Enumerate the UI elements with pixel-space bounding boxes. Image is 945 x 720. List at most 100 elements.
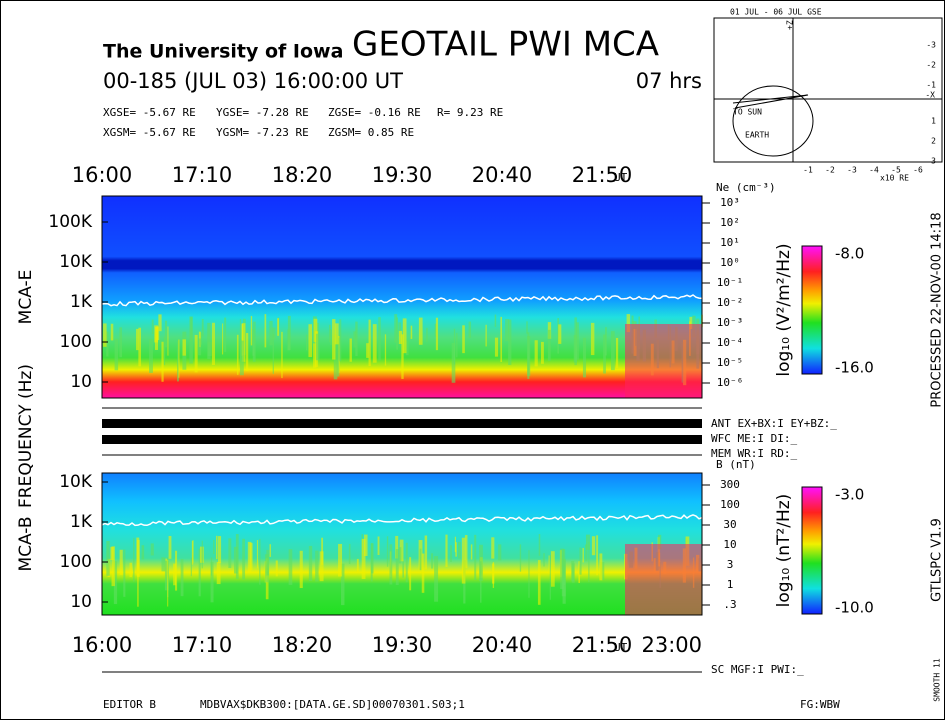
spectrogram-streak — [574, 317, 577, 366]
freq-tick-label: 10 — [70, 372, 92, 392]
spectrogram-streak — [348, 543, 351, 565]
time-end: 23:00 — [641, 633, 702, 657]
spectrogram-streak — [579, 547, 582, 575]
spectrogram-streak — [175, 550, 178, 591]
date: 00-185 (JUL 03) 16:00:00 UT — [103, 69, 403, 93]
spectrogram-streak — [228, 538, 232, 568]
coordinate: YGSE= -7.28 RE — [216, 106, 309, 119]
spectrogram-streak — [526, 321, 528, 334]
smooth: SMOOTH 11 — [933, 658, 942, 702]
spectrogram-streak — [435, 317, 439, 351]
right-tick-label: 300 — [720, 478, 740, 491]
spectrogram-streak — [450, 545, 452, 562]
spectrogram-streak — [252, 321, 256, 362]
spectrogram-streak — [558, 324, 562, 344]
spectrogram-streak — [421, 553, 425, 593]
right-tick-label: 100 — [720, 498, 740, 511]
coordinate: ZGSM= 0.85 RE — [328, 126, 414, 139]
colorbar-label: log₁₀ (nT²/Hz) — [774, 494, 794, 608]
spectrogram-streak — [272, 327, 276, 340]
spectrogram-streak — [626, 314, 631, 333]
right-tick-label: 10⁻⁶ — [717, 376, 744, 389]
orbit-x-tick: -1 — [803, 166, 813, 175]
spectrogram-streak — [110, 546, 114, 561]
spectrogram-streak — [269, 320, 273, 346]
spectrogram-streak — [151, 319, 154, 335]
density-trace — [101, 294, 703, 307]
spectrogram-streak — [498, 544, 502, 561]
spectrogram-streak — [349, 338, 352, 362]
spectrogram-streak — [401, 334, 404, 379]
spectrogram-streak — [198, 548, 201, 597]
spectrogram-streak — [409, 557, 412, 591]
spectrogram-streak — [582, 547, 584, 563]
spectrogram-streak — [180, 559, 184, 597]
spectrogram-streak — [527, 336, 531, 376]
orbit-unit: x10 RE — [880, 174, 909, 183]
spectrogram-streak — [264, 314, 267, 348]
orbit-title: 01 JUL - 06 JUL GSE — [730, 8, 822, 17]
panel-frame — [101, 472, 703, 616]
spectrogram-streak — [355, 321, 358, 357]
spectrogram-streak — [313, 318, 318, 343]
colorbar-max: -8.0 — [835, 245, 864, 263]
spectrogram-streak — [600, 562, 605, 581]
spectrogram-streak — [110, 323, 114, 341]
spectrogram-streak — [236, 334, 239, 375]
status-bar — [102, 419, 702, 428]
spectrogram-streak — [299, 550, 303, 589]
spectrogram-streak — [246, 333, 249, 372]
spectrogram-streak — [190, 557, 192, 577]
time-label: 17:10 — [172, 163, 233, 187]
spectrogram-streak — [336, 337, 340, 377]
spectrogram-streak — [537, 560, 541, 605]
spectrogram-streak — [123, 549, 126, 597]
spectrogram-streak — [207, 322, 211, 360]
spectrogram-streak — [456, 332, 458, 358]
spectrogram-streak — [547, 329, 551, 361]
spectrogram-streak — [111, 546, 115, 587]
freq-tick-label: 100 — [60, 332, 92, 352]
spectrogram-streak — [462, 325, 465, 354]
orbit-x-tick: -3 — [847, 166, 857, 175]
spectrogram-streak — [576, 322, 579, 360]
version: GTLSPC V1.9 — [930, 518, 945, 602]
spectrogram-streak — [249, 542, 253, 570]
orbit-y-tick: -3 — [926, 41, 936, 50]
spectrogram-streak — [434, 556, 439, 602]
spectrogram-streak — [222, 323, 224, 355]
spectrogram-streak — [177, 340, 179, 382]
spectrogram-streak — [519, 544, 522, 572]
spectrogram-streak — [201, 319, 204, 337]
spectrogram-streak — [605, 327, 607, 356]
coordinate: R= 9.23 RE — [437, 106, 503, 119]
spectrogram-streak — [287, 315, 291, 351]
spectrogram-streak — [173, 563, 177, 586]
orbit-x-tick: -2 — [825, 166, 835, 175]
spectrogram-streak — [308, 324, 313, 358]
orbit-sun: TO SUN — [733, 108, 762, 117]
orbit-x-tick: -5 — [891, 166, 901, 175]
spectrogram-streak — [377, 536, 380, 555]
time-label: 18:20 — [272, 163, 333, 187]
colorbar-label: log₁₀ (V²/m²/Hz) — [774, 243, 794, 376]
spectrogram-streak — [339, 319, 342, 362]
orbit-box — [713, 17, 943, 163]
spectrogram-streak — [119, 327, 123, 358]
spectrogram-streak — [549, 554, 551, 600]
spectrogram-streak — [313, 343, 317, 368]
spectrogram-streak — [161, 341, 164, 382]
spectrogram-streak — [599, 553, 603, 581]
spectrogram-streak — [113, 561, 118, 605]
spectrogram-streak — [451, 343, 456, 383]
spectrogram-streak — [603, 334, 606, 374]
spectrogram-streak — [137, 563, 139, 607]
duration: 07 hrs — [636, 69, 702, 93]
colorbar-max: -3.0 — [835, 486, 864, 504]
spectrogram-streak — [353, 331, 357, 348]
spectrogram-streak — [528, 550, 530, 598]
spectrogram-streak — [103, 323, 107, 347]
spectrogram-streak — [256, 540, 259, 569]
spectrogram-streak — [332, 319, 336, 360]
spectrogram-streak — [571, 560, 575, 582]
